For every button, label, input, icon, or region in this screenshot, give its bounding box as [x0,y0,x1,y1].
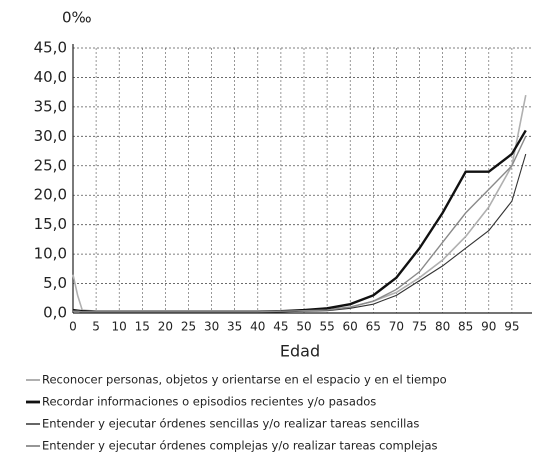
y-tick-label: 5,0 [43,274,67,292]
x-tick-label: 15 [135,320,150,334]
y-tick-label: 10,0 [34,245,67,263]
y-tick-label: 45,0 [34,39,67,57]
legend-label: Entender y ejecutar órdenes complejas y/… [42,439,438,453]
x-tick-label: 35 [227,320,242,334]
x-tick-label: 80 [435,320,450,334]
line-series [72,94,527,313]
y-tick-label: 20,0 [34,186,67,204]
x-tick-label: 95 [504,320,519,334]
y-tick-label: 0,0 [43,304,67,322]
line-series [73,153,527,313]
x-tick-label: 75 [412,320,427,334]
y-axis-title: 0‰ [62,9,92,27]
x-tick-label: 10 [112,320,127,334]
line-series [72,129,527,314]
legend-label: Entender y ejecutar órdenes sencillas y/… [42,417,419,431]
x-tick-label: 70 [389,320,404,334]
x-tick-label: 25 [181,320,196,334]
x-tick-label: 85 [458,320,473,334]
legend-label: Recordar informaciones o episodios recie… [42,395,376,409]
y-tick-label: 30,0 [34,127,67,145]
y-tick-label: 35,0 [34,97,67,115]
x-tick-label: 40 [250,320,265,334]
x-tick-label: 30 [204,320,219,334]
x-tick-label: 45 [273,320,288,334]
x-tick-label: 55 [319,320,334,334]
y-tick-label: 25,0 [34,156,67,174]
x-tick-label: 5 [92,320,100,334]
legend-label: Reconocer personas, objetos y orientarse… [42,373,447,387]
x-tick-label: 60 [343,320,358,334]
y-tick-label: 40,0 [34,68,67,86]
x-axis-title: Edad [280,342,320,361]
x-tick-label: 50 [296,320,311,334]
y-tick-label: 15,0 [34,215,67,233]
x-tick-label: 20 [158,320,173,334]
x-tick-label: 65 [366,320,381,334]
x-tick-label: 0 [69,320,77,334]
line-series [73,136,527,313]
x-tick-label: 90 [481,320,496,334]
